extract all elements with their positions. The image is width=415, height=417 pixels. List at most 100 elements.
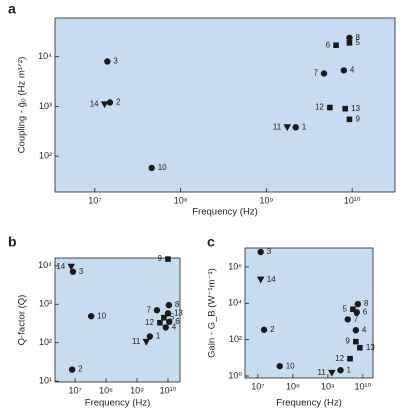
point-label: 9	[158, 254, 163, 263]
point-label: 10	[158, 163, 167, 172]
point-label: 10	[286, 361, 295, 370]
point	[327, 104, 333, 111]
point	[260, 326, 268, 333]
y-tick-label: 10³	[39, 101, 52, 111]
point-label: 5	[355, 38, 360, 47]
point	[161, 314, 167, 321]
point	[153, 307, 161, 314]
point-label: 5	[170, 313, 175, 322]
panel-label: b	[8, 234, 17, 250]
x-tick-label: 10¹⁰	[344, 195, 361, 205]
point	[333, 42, 339, 49]
point-label: 6	[363, 307, 368, 316]
point	[283, 124, 292, 132]
point-label: 8	[364, 299, 369, 308]
point-label: 10	[97, 311, 106, 320]
point	[346, 34, 353, 41]
point	[346, 116, 353, 123]
point	[69, 268, 77, 275]
point-label: 11	[273, 122, 282, 131]
point-label: 8	[355, 33, 360, 42]
point-label: 6	[175, 317, 180, 326]
y-tick-label: 10²	[39, 151, 52, 161]
point-label: 4	[362, 325, 367, 334]
y-axis-label: Q-factor (Q)	[17, 295, 28, 346]
point-label: 12	[145, 318, 154, 327]
point	[256, 276, 265, 284]
x-axis-label: Frequency (Hz)	[192, 207, 257, 218]
y-tick-label: 10⁴	[38, 260, 52, 270]
point	[148, 164, 155, 172]
point-label: 13	[351, 104, 360, 113]
point	[104, 58, 111, 65]
point	[350, 306, 356, 313]
point	[354, 300, 362, 308]
point-label: 4	[350, 66, 355, 75]
point	[164, 310, 172, 317]
point	[342, 105, 349, 112]
point-label: 13	[174, 308, 183, 317]
point	[257, 248, 264, 256]
point	[162, 324, 169, 331]
point	[346, 40, 353, 46]
point	[357, 344, 363, 351]
y-tick-label: 10⁰	[228, 370, 242, 380]
point-label: 1	[347, 365, 352, 374]
point-label: 6	[326, 40, 331, 49]
point	[353, 309, 360, 316]
point	[344, 316, 351, 323]
point	[142, 338, 151, 346]
point-label: 13	[366, 343, 375, 352]
point	[320, 70, 328, 77]
point	[337, 366, 344, 374]
x-tick-label: 10⁷	[251, 381, 264, 391]
point-label: 5	[342, 304, 347, 313]
point	[353, 338, 359, 345]
x-tick-label: 10¹⁰	[355, 381, 372, 391]
x-tick-label: 10⁷	[88, 195, 101, 205]
y-tick-label: 10³	[39, 299, 52, 309]
point-label: 8	[175, 300, 180, 309]
point	[106, 99, 114, 106]
point-label: 3	[113, 57, 118, 66]
point-label: 4	[172, 323, 177, 332]
point	[67, 263, 76, 271]
x-tick-label: 10⁷	[68, 385, 81, 395]
point-label: 9	[345, 337, 350, 346]
point-label: 14	[267, 275, 276, 284]
point-label: 7	[146, 305, 151, 314]
point	[68, 366, 76, 373]
point	[328, 369, 336, 377]
point-label: 2	[78, 365, 83, 374]
y-axis-label: Gain - G_B (W⁻¹m⁻¹)	[207, 268, 218, 358]
x-axis-label: Frequency (Hz)	[85, 398, 150, 409]
x-tick-label: 10⁹	[321, 381, 335, 391]
x-tick-label: 10¹⁰	[160, 385, 177, 395]
point	[352, 327, 360, 334]
point	[276, 362, 283, 370]
point-label: 3	[267, 247, 272, 256]
y-tick-label: 10⁴	[228, 298, 242, 308]
x-tick-label: 10⁸	[99, 385, 113, 395]
x-tick-label: 10⁹	[130, 385, 144, 395]
point-label: 1	[302, 122, 307, 131]
point-label: 14	[56, 262, 65, 271]
point	[100, 101, 109, 109]
point	[340, 67, 348, 74]
point-label: 7	[314, 69, 319, 78]
point	[166, 318, 173, 326]
y-tick-label: 10¹	[39, 376, 52, 386]
y-tick-label: 10²	[39, 337, 52, 347]
panel-label: c	[207, 234, 215, 250]
x-axis-label: Frequency (Hz)	[276, 398, 341, 409]
point-label: 14	[90, 99, 99, 108]
point	[165, 256, 171, 262]
point	[146, 333, 154, 340]
point	[292, 124, 299, 131]
point	[157, 319, 163, 326]
y-tick-label: 10⁶	[228, 261, 242, 271]
point-label: 11	[132, 337, 141, 346]
point-label: 7	[354, 315, 359, 324]
panel-label: a	[8, 1, 16, 17]
